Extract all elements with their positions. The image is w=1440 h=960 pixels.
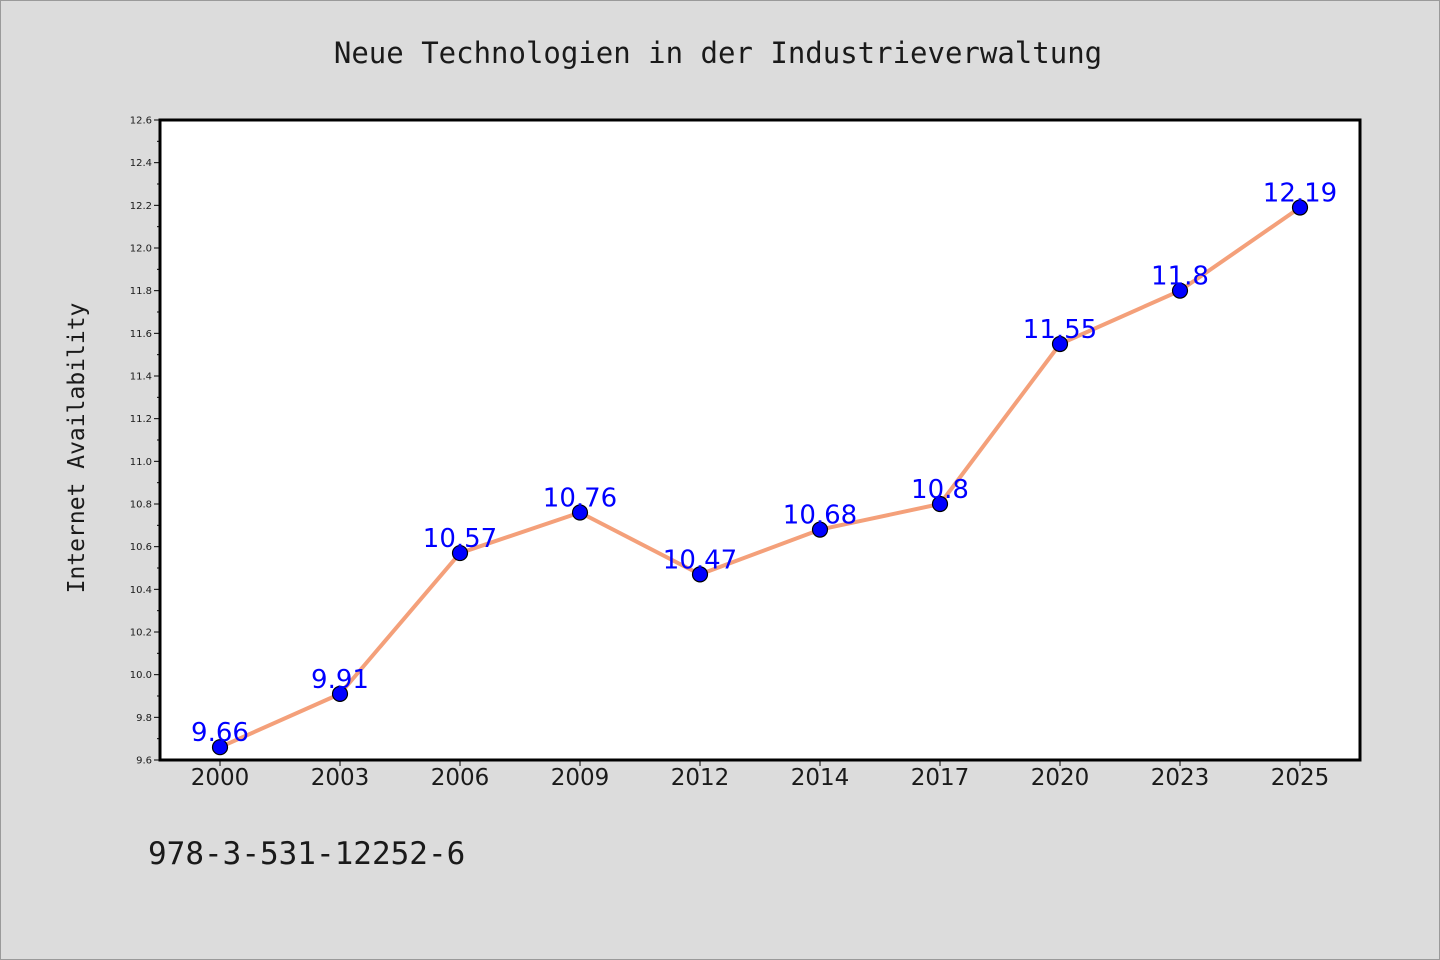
x-tick-label: 2003 xyxy=(311,765,370,791)
data-label-layer: 9.66 9.91 10.57 10.76 10.47 10.68 10.8 11.55 11.… xyxy=(191,178,1337,748)
y-tick-label: 12.0 xyxy=(130,244,152,255)
data-point-marker xyxy=(811,521,829,538)
y-tick-label: 10.2 xyxy=(130,628,152,639)
y-tick-label: 10.0 xyxy=(130,670,152,681)
marker-layer xyxy=(211,199,1309,756)
data-point-marker xyxy=(931,495,949,513)
x-tick-label: 2000 xyxy=(191,765,250,791)
data-label: 9.66 xyxy=(191,718,249,748)
x-tick-label: 2020 xyxy=(1031,765,1090,791)
x-tick-label: 2012 xyxy=(671,765,730,791)
data-point-marker xyxy=(571,504,589,521)
data-label: 10.68 xyxy=(783,501,857,531)
data-label: 10.47 xyxy=(663,545,737,575)
data-point-marker xyxy=(331,685,349,702)
plot-area xyxy=(160,120,1360,760)
data-label: 10.76 xyxy=(543,484,617,514)
y-tick-label: 10.8 xyxy=(130,500,152,511)
y-ticks: 9.6 9.8 10.0 10.2 10.4 10.6 10.8 11.0 11.2 11.4 11… xyxy=(130,116,160,767)
data-label: 11.8 xyxy=(1151,262,1209,292)
x-tick-label: 2014 xyxy=(791,765,850,791)
data-point-marker xyxy=(211,739,229,756)
x-ticks: 2000 2003 2006 2009 2012 2014 2017 2020 2023 2025 xyxy=(191,760,1330,791)
data-label: 10.8 xyxy=(911,475,969,505)
y-tick-label: 11.6 xyxy=(130,329,152,340)
y-tick-label: 12.6 xyxy=(130,116,152,127)
data-label: 11.55 xyxy=(1023,315,1097,345)
x-tick-label: 2006 xyxy=(431,765,490,791)
chart-title: Neue Technologien in der Industrieverwal… xyxy=(334,36,1102,70)
isbn-text: 978-3-531-12252-6 xyxy=(148,836,465,872)
y-tick-label: 9.8 xyxy=(136,713,152,724)
y-tick-label: 11.0 xyxy=(130,457,152,468)
data-point-marker xyxy=(1051,335,1069,353)
x-tick-label: 2025 xyxy=(1271,765,1330,791)
y-tick-label: 10.4 xyxy=(130,585,152,596)
y-tick-label: 9.6 xyxy=(136,756,152,767)
series-layer xyxy=(218,205,1302,750)
data-label: 10.57 xyxy=(423,524,497,554)
series-line xyxy=(218,205,1302,750)
data-point-marker xyxy=(451,544,469,562)
data-point-marker xyxy=(1171,282,1189,299)
x-tick-label: 2017 xyxy=(911,765,970,791)
x-tick-label: 2023 xyxy=(1151,765,1210,791)
plot-frame xyxy=(158,118,1362,762)
data-point-marker xyxy=(1291,199,1309,216)
y-axis-label: Internet Availability xyxy=(64,303,90,594)
y-tick-label: 11.8 xyxy=(130,286,152,297)
data-point-marker xyxy=(691,566,709,583)
x-tick-label: 2009 xyxy=(551,765,610,791)
y-tick-label: 11.4 xyxy=(130,372,152,383)
y-tick-label: 12.4 xyxy=(130,158,152,169)
y-tick-label: 10.6 xyxy=(130,542,152,553)
y-tick-label: 11.2 xyxy=(130,414,152,425)
y-tick-label: 12.2 xyxy=(130,201,152,212)
data-label: 12.19 xyxy=(1263,178,1337,208)
data-label: 9.91 xyxy=(311,665,369,695)
